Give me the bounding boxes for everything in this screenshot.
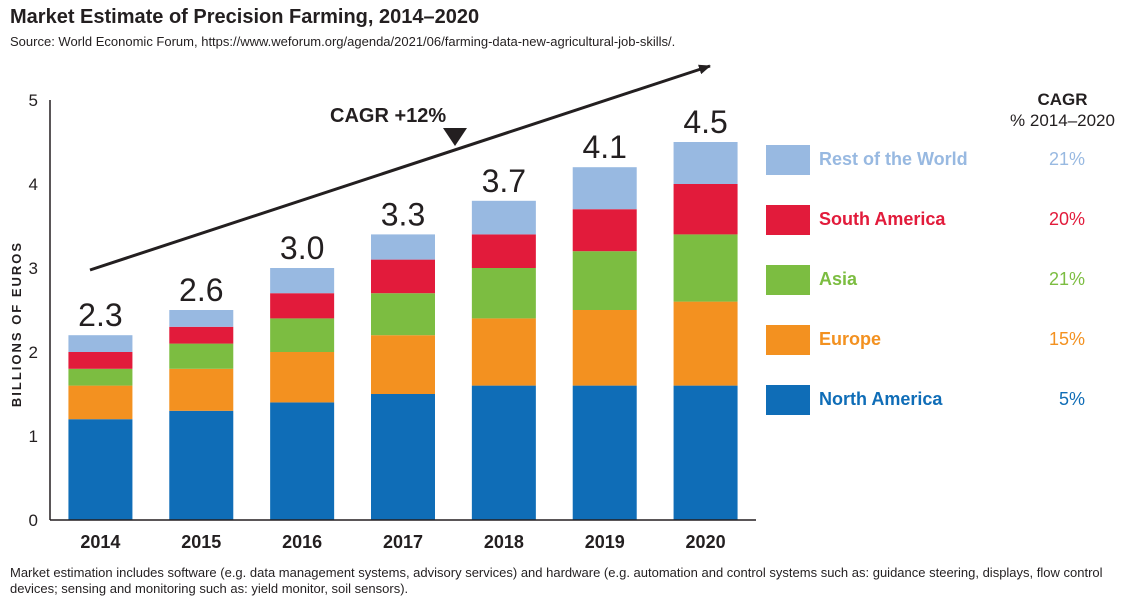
bar-segment-europe-2020 — [673, 301, 738, 386]
bar-segment-south-america-2016 — [270, 293, 335, 319]
y-tick-label: 5 — [29, 91, 38, 110]
bar-segment-south-america-2017 — [371, 259, 435, 294]
x-tick-label-2019: 2019 — [585, 532, 625, 552]
bar-segment-south-america-2015 — [169, 326, 234, 344]
x-tick-label-2018: 2018 — [484, 532, 524, 552]
bar-segment-europe-2018 — [471, 318, 536, 386]
y-tick-label: 4 — [29, 175, 38, 194]
legend-cagr-value: 20% — [1048, 209, 1085, 229]
bar-segment-south-america-2014 — [68, 352, 133, 369]
legend-swatch — [766, 205, 810, 235]
bar-segment-asia-2015 — [169, 343, 234, 369]
legend-cagr-value: 21% — [1048, 149, 1085, 169]
x-tick-label-2020: 2020 — [686, 532, 726, 552]
bars — [68, 142, 738, 520]
total-label-2014: 2.3 — [78, 297, 122, 333]
bar-segment-north-america-2019 — [572, 385, 637, 520]
bar-segment-north-america-2020 — [673, 385, 738, 520]
bar-segment-europe-2016 — [270, 352, 335, 403]
bar-segment-asia-2017 — [371, 293, 435, 336]
total-label-2017: 3.3 — [381, 196, 425, 232]
legend-item-europe: Europe 15% — [766, 325, 1106, 355]
cagr-header-title: CAGR — [1037, 90, 1088, 109]
chart-source: Source: World Economic Forum, https://ww… — [10, 34, 676, 49]
trend-label: CAGR +12% — [330, 105, 446, 127]
bar-segment-south-america-2019 — [572, 209, 637, 252]
legend-label: Asia — [819, 269, 858, 289]
bar-segment-rest-of-the-world-2019 — [572, 167, 637, 210]
total-label-2019: 4.1 — [582, 129, 626, 165]
bar-segment-asia-2018 — [471, 268, 536, 319]
y-axis-title: BILLIONS OF EUROS — [9, 241, 24, 407]
bar-segment-asia-2016 — [270, 318, 335, 352]
x-axis: 2014 2015 2016 2017 2018 2019 2020 — [50, 519, 756, 552]
legend-swatch — [766, 325, 810, 355]
y-axis: 0 1 2 3 4 5 BILLIONS OF EUROS — [9, 91, 51, 530]
x-tick-label-2016: 2016 — [282, 532, 322, 552]
legend-item-asia: Asia 21% — [766, 265, 1106, 295]
bar-segment-north-america-2015 — [169, 410, 234, 520]
bar-segment-south-america-2020 — [673, 184, 738, 235]
trend-arrow — [89, 64, 711, 272]
footnote: Market estimation includes software (e.g… — [10, 565, 1103, 596]
legend-label: Europe — [819, 329, 882, 349]
bar-segment-asia-2014 — [68, 368, 133, 386]
total-label-2016: 3.0 — [280, 230, 324, 266]
x-tick-label-2015: 2015 — [181, 532, 221, 552]
total-label-2020: 4.5 — [683, 104, 727, 140]
chart-title: Market Estimate of Precision Farming, 20… — [10, 6, 480, 28]
bar-segment-europe-2017 — [371, 335, 435, 394]
bar-segment-south-america-2018 — [471, 234, 536, 268]
bar-segment-rest-of-the-world-2017 — [371, 234, 435, 260]
bar-segment-rest-of-the-world-2018 — [471, 200, 536, 235]
bar-segment-north-america-2016 — [270, 402, 335, 520]
x-tick-label-2014: 2014 — [80, 532, 120, 552]
cagr-header-period: % 2014–2020 — [1010, 111, 1115, 130]
y-tick-label: 0 — [29, 511, 38, 530]
bar-segment-asia-2019 — [572, 251, 637, 310]
bar-segment-rest-of-the-world-2020 — [673, 142, 738, 184]
legend-label: Rest of the World — [819, 149, 968, 169]
legend-cagr-value: 5% — [1058, 389, 1085, 409]
legend-cagr-value: 21% — [1048, 269, 1085, 289]
y-tick-label: 1 — [29, 427, 38, 446]
total-label-2015: 2.6 — [179, 272, 223, 308]
bar-segment-rest-of-the-world-2016 — [270, 268, 335, 294]
bar-segment-rest-of-the-world-2015 — [169, 310, 234, 327]
legend-swatch — [766, 145, 810, 175]
legend-item-north-america: North America 5% — [766, 385, 1106, 415]
legend-item-south-america: South America 20% — [766, 205, 1106, 235]
x-tick-label-2017: 2017 — [383, 532, 423, 552]
legend-label: North America — [819, 389, 943, 409]
bar-segment-north-america-2018 — [471, 385, 536, 520]
bar-segment-rest-of-the-world-2014 — [68, 335, 133, 352]
bar-segment-europe-2019 — [572, 310, 637, 386]
y-tick-label: 2 — [29, 343, 38, 362]
bar-segment-asia-2020 — [673, 234, 738, 302]
total-labels: 2.3 2.6 3.0 3.3 3.7 4.1 4.5 — [78, 104, 728, 333]
legend-item-rest-of-the-world: Rest of the World 21% — [766, 145, 1106, 175]
bar-segment-europe-2015 — [169, 368, 234, 411]
cagr-header: CAGR % 2014–2020 — [990, 90, 1132, 132]
bar-segment-north-america-2014 — [68, 419, 133, 520]
legend-swatch — [766, 265, 810, 295]
bar-segment-north-america-2017 — [371, 394, 435, 520]
legend-label: South America — [819, 209, 946, 229]
legend-swatch — [766, 385, 810, 415]
trend-marker-triangle — [443, 128, 467, 146]
y-tick-label: 3 — [29, 259, 38, 278]
total-label-2018: 3.7 — [482, 163, 526, 199]
bar-segment-europe-2014 — [68, 385, 133, 420]
legend-cagr-value: 15% — [1048, 329, 1085, 349]
